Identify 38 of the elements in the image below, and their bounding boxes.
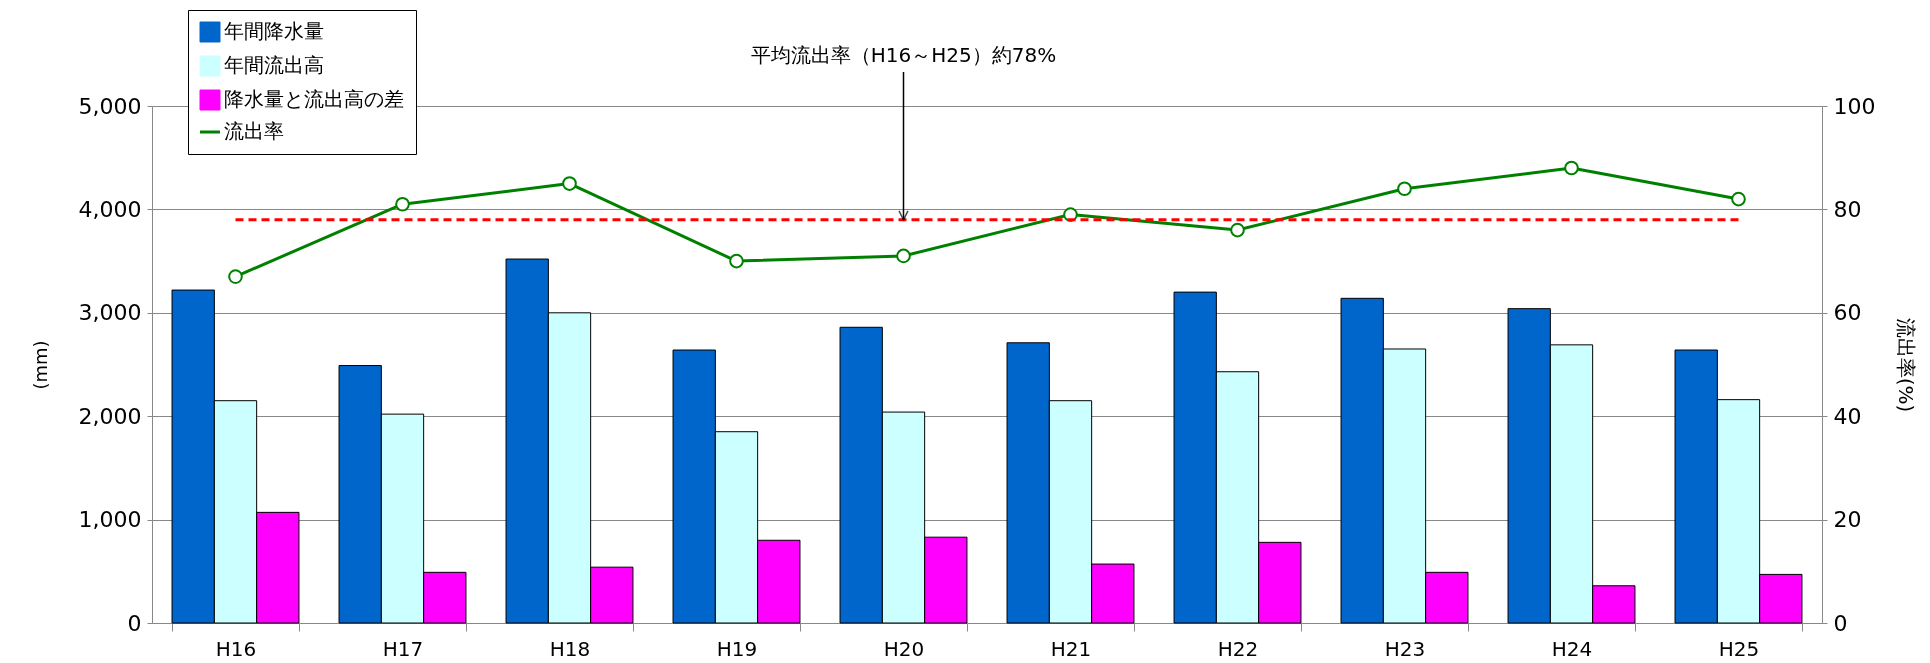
x-tick-label: H18 <box>549 636 591 661</box>
y2-tick-label: 0 <box>1833 610 1848 636</box>
point <box>1731 191 1746 207</box>
x-tick-label: H16 <box>215 636 257 661</box>
y2-tick-label: 80 <box>1833 196 1862 222</box>
y-tick-label: 5,000 <box>78 93 142 119</box>
y-tick-label: 3,000 <box>78 300 142 326</box>
legend-label: 降水量と流出高の差 <box>224 87 404 111</box>
point <box>1564 160 1579 176</box>
y2-tick-label: 60 <box>1833 300 1862 326</box>
x-tick-label: H25 <box>1718 636 1760 661</box>
legend-label: 年間流出高 <box>224 53 324 77</box>
y-axis-title: (mm) <box>29 340 51 390</box>
point <box>896 248 911 264</box>
point <box>729 253 744 269</box>
x-tick-label: H21 <box>1050 636 1092 661</box>
x-tick-label: H20 <box>883 636 925 661</box>
y2-tick-label: 20 <box>1833 507 1862 533</box>
y2-tick-label: 100 <box>1833 93 1876 119</box>
x-tick-label: H24 <box>1551 636 1593 661</box>
point <box>228 269 243 284</box>
point <box>395 196 410 212</box>
x-tick-label: H17 <box>382 636 424 661</box>
x-tick-label: H19 <box>716 636 758 661</box>
legend-label: 流出率 <box>224 119 284 143</box>
y-tick-label: 4,000 <box>78 196 142 222</box>
point <box>562 176 577 191</box>
y2-tick-label: 40 <box>1833 403 1862 429</box>
ref-line-label: 平均流出率（H16～H25）約78% <box>750 43 1057 67</box>
y-tick-label: 0 <box>127 610 142 636</box>
x-tick-label: H23 <box>1384 636 1426 661</box>
legend-label: 年間降水量 <box>224 19 324 43</box>
y-tick-label: 2,000 <box>78 403 142 429</box>
point <box>1230 222 1245 238</box>
x-tick-label: H22 <box>1217 636 1259 661</box>
y-tick-label: 1,000 <box>78 507 142 533</box>
point <box>1397 181 1412 197</box>
y2-axis-title: 流出率(%) <box>1894 317 1919 413</box>
